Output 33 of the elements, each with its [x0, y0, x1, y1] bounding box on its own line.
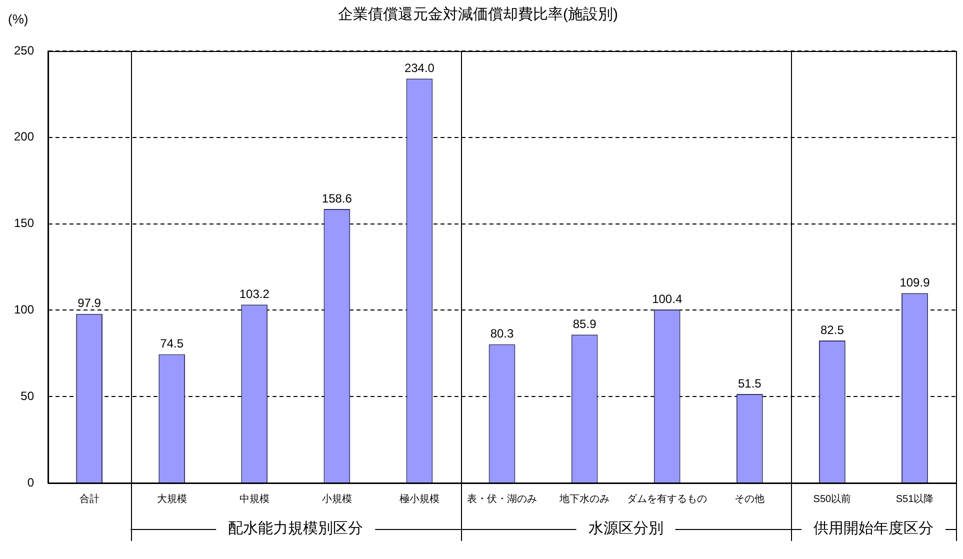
- data-label: 74.5: [160, 336, 184, 351]
- x-tick-label: S51以降: [896, 492, 934, 505]
- y-tick-label: 100: [14, 302, 34, 317]
- data-label: 97.9: [78, 296, 102, 310]
- y-tick-label: 0: [27, 475, 34, 490]
- text: 水源区分別: [588, 520, 664, 538]
- x-tick-label: 極小規模: [399, 492, 440, 505]
- y-tick-label: 150: [14, 216, 34, 230]
- x-tick-label: S50以前: [813, 492, 852, 505]
- data-label: 82.5: [820, 322, 844, 337]
- data-label: 234.0: [404, 60, 435, 75]
- data-label: 80.3: [490, 326, 514, 341]
- data-label: 85.9: [572, 316, 597, 331]
- x-tick-label: 表・伏・湖のみ: [467, 492, 538, 505]
- x-tick-label: 大規模: [156, 492, 187, 505]
- x-tick-label: 地下水のみ: [558, 492, 610, 505]
- text: 配水能力規模別区分: [228, 520, 364, 538]
- y-tick-label: 200: [14, 130, 34, 144]
- x-tick-label: その他: [734, 492, 765, 505]
- data-label: 103.2: [239, 286, 270, 301]
- y-axis-title: (%): [8, 12, 28, 27]
- x-tick-label: 小規模: [322, 492, 352, 505]
- x-tick-label: 合計: [79, 492, 100, 505]
- chart-title: 企業債償還元金対減価償却費比率(施設別): [338, 6, 618, 24]
- data-label: 51.5: [738, 376, 762, 390]
- data-label: 158.6: [322, 191, 352, 206]
- data-label: 100.4: [652, 292, 682, 306]
- x-tick-label: 中規模: [239, 492, 270, 505]
- y-tick-label: 250: [14, 43, 34, 58]
- text: 供用開始年度区分: [813, 520, 934, 538]
- x-tick-label: ダムを有するもの: [627, 492, 708, 505]
- data-label: 109.9: [900, 275, 930, 290]
- y-tick-label: 50: [20, 388, 34, 403]
